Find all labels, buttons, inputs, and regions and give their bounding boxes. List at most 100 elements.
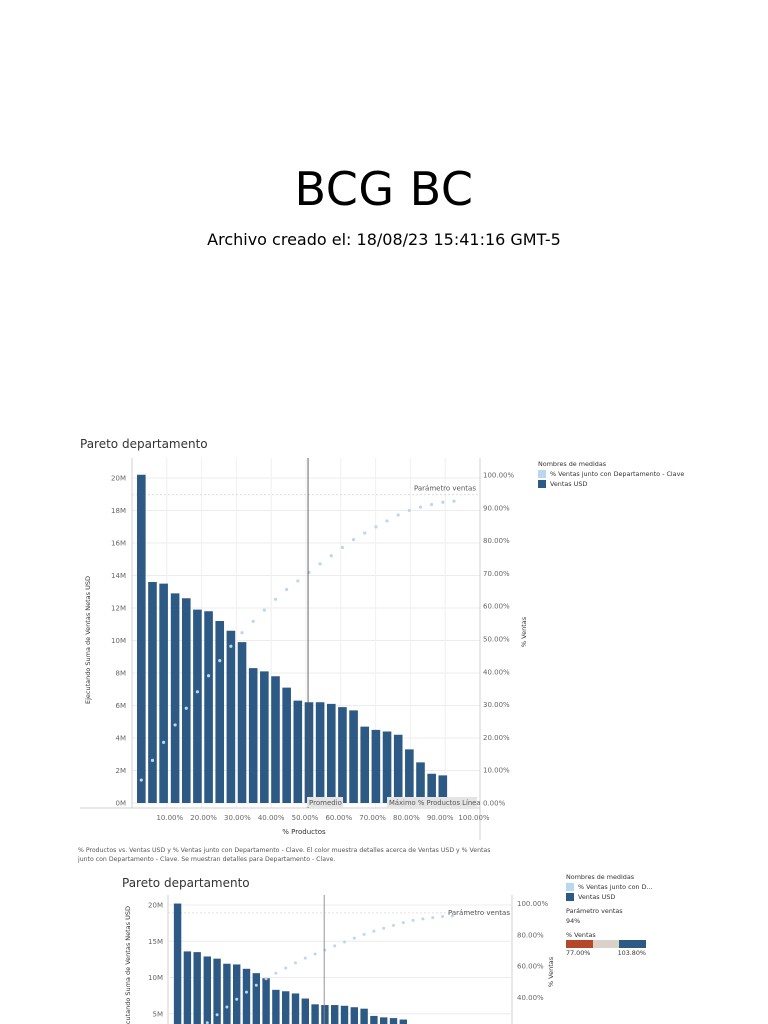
pct-ventas-max: 103.80%: [617, 949, 646, 957]
bar: [393, 734, 403, 803]
chart2-bar: [370, 1015, 378, 1024]
pct-point: [340, 545, 345, 550]
x-tick-label: 10.00%: [156, 814, 183, 822]
pct-point: [351, 538, 356, 542]
param-ventas-value: 94%: [566, 917, 581, 925]
chart2-bar: [213, 958, 221, 1024]
y2-tick-label: 90.00%: [483, 504, 510, 512]
bar: [215, 621, 225, 803]
chart2-pct-point: [313, 952, 317, 956]
bar: [315, 702, 325, 803]
x-tick-label: 90.00%: [427, 814, 454, 822]
chart2-pct-point: [215, 1013, 219, 1017]
param-ventas-label: Parámetro ventas: [566, 907, 623, 915]
chart2-pct-point: [274, 971, 278, 975]
legend-item-pct-ventas[interactable]: % Ventas junto con D...: [566, 882, 676, 892]
y-tick-label: 4M: [116, 735, 127, 743]
bar: [148, 582, 157, 803]
chart1-caption: % Productos vs. Ventas USD y % Ventas ju…: [78, 847, 491, 863]
y-tick-label: 12M: [111, 605, 126, 613]
pct-point: [273, 597, 278, 601]
pct-point: [318, 562, 322, 566]
bar: [137, 474, 146, 803]
x-tick-label: 30.00%: [224, 814, 251, 822]
chart2-bar: [223, 963, 231, 1024]
pct-point: [251, 619, 255, 623]
maximo-label: Máximo % Productos Línea: [389, 799, 481, 807]
promedio-label-bg: [307, 797, 344, 807]
x-tick-label: 40.00%: [258, 814, 285, 822]
chart2-pct-point: [235, 997, 239, 1001]
y-tick-label: 18M: [111, 507, 126, 515]
x-tick-label: 60.00%: [325, 814, 352, 822]
legend-header: Nombres de medidas: [566, 873, 635, 881]
legend-item-label: Ventas USD: [578, 893, 616, 901]
pct-point: [206, 674, 211, 678]
chart2-pct-point: [441, 914, 445, 918]
y-tick-label: 6M: [116, 702, 127, 710]
pct-point: [173, 723, 177, 727]
y2-tick-label: 20.00%: [483, 734, 510, 742]
pct-point: [374, 525, 378, 529]
bar: [360, 726, 370, 803]
pct-point: [385, 519, 389, 523]
chart2-y2-tick-label: 60.00%: [517, 963, 544, 971]
pct-point: [229, 644, 233, 648]
pct-point: [418, 505, 423, 509]
bar: [282, 687, 291, 803]
file-created-subtitle: Archivo creado el: 18/08/23 15:41:16 GMT…: [207, 230, 561, 249]
pct-ventas-min: 77.00%: [566, 949, 591, 957]
chart2-bar: [242, 968, 251, 1024]
pct-point: [396, 513, 400, 517]
chart2-pct-point: [401, 921, 405, 925]
y-tick-label: 2M: [116, 767, 127, 775]
chart2-y-tick-label: 20M: [148, 902, 163, 910]
chart2-bar: [203, 956, 211, 1024]
page-title: BCG BC: [294, 162, 474, 216]
pct-point: [218, 659, 222, 663]
chart2-pct-point: [343, 940, 347, 944]
chart2-legend: Nombres de medidas % Ventas junto con D.…: [566, 872, 676, 958]
legend-item-label: % Ventas junto con D...: [578, 883, 653, 891]
chart2-y2-tick-label: 100.00%: [517, 900, 548, 908]
pct-point: [139, 778, 143, 782]
pct-point: [162, 740, 166, 744]
pct-point: [452, 499, 456, 503]
bar: [326, 703, 336, 803]
chart2-y2-tick-label: 80.00%: [517, 931, 544, 939]
pct-point: [329, 554, 333, 558]
chart2-pct-point: [362, 932, 366, 936]
legend-item-pct-ventas[interactable]: % Ventas junto con Departamento - Clave: [538, 469, 708, 479]
chart2-bar: [360, 1008, 368, 1024]
y2-tick-label: 70.00%: [483, 570, 510, 578]
chart2-pct-point: [254, 983, 258, 987]
chart2-bar: [281, 991, 290, 1024]
legend-item-ventas-usd[interactable]: Ventas USD: [538, 479, 708, 489]
bar: [170, 593, 180, 803]
pct-ventas-label: % Ventas: [566, 931, 596, 939]
chart2-pct-point: [284, 966, 288, 970]
bar: [237, 642, 247, 803]
legend-header: Nombres de medidas: [538, 460, 607, 468]
y2-tick-label: 50.00%: [483, 636, 510, 644]
bar: [438, 775, 448, 803]
y2-tick-label: 40.00%: [483, 668, 510, 676]
legend-item-ventas-usd[interactable]: Ventas USD: [566, 892, 676, 902]
chart2-y2-axis-label: % Ventas: [547, 956, 555, 987]
chart2-bar: [321, 1005, 329, 1024]
promedio-label: Promedio: [309, 799, 342, 807]
chart2-pct-point: [431, 916, 435, 920]
y-tick-label: 10M: [111, 637, 126, 645]
pct-point: [407, 508, 411, 513]
y2-tick-label: 10.00%: [483, 767, 510, 775]
chart2-bar: [183, 951, 192, 1024]
y-tick-label: 14M: [111, 572, 126, 580]
chart2-pct-point: [303, 956, 307, 960]
pct-point: [430, 502, 434, 507]
pct-point: [184, 706, 188, 710]
chart2-pct-point: [333, 944, 337, 948]
chart2-pct-point: [225, 1005, 229, 1009]
chart2-y-tick-label: 15M: [148, 938, 163, 946]
pct-point: [285, 587, 289, 592]
bar: [371, 729, 381, 803]
